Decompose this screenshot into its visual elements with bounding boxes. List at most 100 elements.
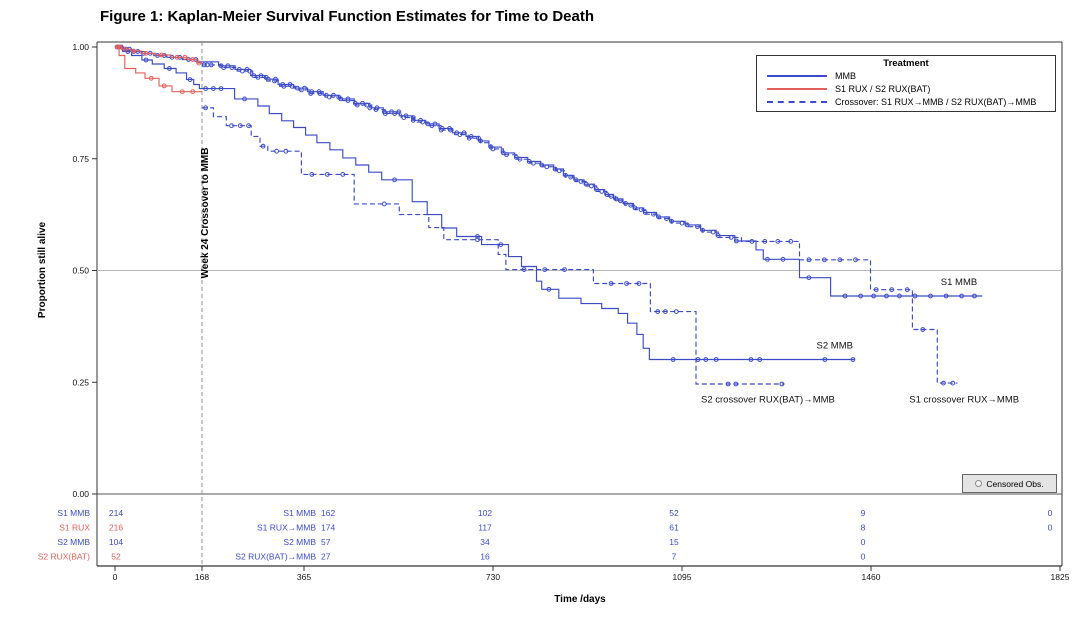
censor-mark <box>225 63 231 69</box>
legend-entry-crossover: Crossover: S1 RUX→MMB / S2 RUX(BAT)→MMB <box>757 95 1055 108</box>
censor-mark <box>229 123 234 129</box>
censor-mark <box>734 238 739 244</box>
censor-mark <box>115 44 120 50</box>
x-tick-label: 1460 <box>862 572 881 582</box>
at-risk-value: 8 <box>861 523 866 533</box>
censor-mark <box>274 148 280 154</box>
censor-mark <box>871 293 876 299</box>
legend-box: Treatment MMB S1 RUX / S2 RUX(BAT) Cross… <box>756 55 1056 112</box>
censor-mark <box>280 82 286 87</box>
censor-mark <box>889 287 895 293</box>
censor-mark <box>713 357 719 362</box>
censor-mark <box>454 130 460 136</box>
censor-mark <box>757 357 763 362</box>
censor-mark <box>594 187 599 193</box>
censor-mark <box>780 256 786 262</box>
censor-mark <box>573 177 579 183</box>
censor-mark <box>498 242 504 248</box>
censor-mark <box>972 293 977 299</box>
censor-mark <box>762 239 768 244</box>
censor-mark <box>858 293 863 299</box>
censor-mark <box>246 123 252 129</box>
censor-mark <box>526 159 532 164</box>
censor-mark <box>143 57 149 63</box>
at-risk-value: 7 <box>672 552 677 562</box>
censor-mark <box>670 357 676 362</box>
censor-mark <box>242 96 247 102</box>
km-curve-s1-rux <box>115 46 202 64</box>
censor-mark <box>381 201 387 207</box>
censor-mark <box>190 89 196 95</box>
censor-mark <box>392 177 398 183</box>
censor-mark <box>190 57 196 62</box>
censor-mark <box>403 113 409 119</box>
censor-mark <box>950 380 956 386</box>
censored-obs-box: Censored Obs. <box>962 474 1057 493</box>
curve-annotation: S1 crossover RUX→MMB <box>909 394 1019 405</box>
censor-mark <box>884 293 889 299</box>
at-risk-value: 15 <box>669 537 679 547</box>
censor-mark <box>309 172 315 177</box>
censor-mark <box>161 83 167 89</box>
censor-mark <box>806 257 812 263</box>
censor-mark <box>733 381 739 387</box>
y-tick-label: 0.50 <box>72 266 89 276</box>
at-risk-value: 27 <box>321 552 331 562</box>
at-risk-value: 162 <box>321 508 335 518</box>
censor-mark <box>850 357 856 362</box>
x-tick-label: 1825 <box>1051 572 1070 582</box>
censor-mark <box>624 281 629 286</box>
censor-mark <box>941 380 946 386</box>
censor-mark <box>316 89 322 95</box>
censor-mark <box>324 172 330 177</box>
censor-mark <box>684 222 690 228</box>
censor-mark <box>636 281 642 286</box>
censor-mark <box>338 96 344 102</box>
censor-mark <box>203 105 209 111</box>
censor-mark <box>608 281 614 286</box>
at-risk-value: 16 <box>480 552 490 562</box>
censored-marker-icon <box>975 480 983 487</box>
censor-mark <box>695 357 701 362</box>
y-tick-label: 0.00 <box>72 489 89 499</box>
at-risk-value: 117 <box>478 523 492 533</box>
censor-mark <box>542 267 548 273</box>
at-risk-value: 216 <box>109 523 123 533</box>
censor-mark <box>632 205 638 211</box>
censor-mark <box>715 233 721 239</box>
censor-mark <box>425 121 431 127</box>
censor-mark <box>410 117 416 123</box>
censor-mark <box>323 92 329 98</box>
at-risk-value: 102 <box>478 508 492 518</box>
censor-mark <box>244 67 250 72</box>
censor-mark <box>203 86 209 91</box>
censor-mark <box>167 66 172 71</box>
legend-entry-label: MMB <box>835 70 856 81</box>
at-risk-mid-label: S1 MMB <box>283 508 316 518</box>
censor-mark <box>703 357 709 362</box>
censor-mark <box>159 52 165 58</box>
at-risk-value: 52 <box>111 552 121 562</box>
censor-mark <box>562 267 567 273</box>
censor-mark <box>211 86 216 91</box>
censor-mark <box>700 227 706 233</box>
censor-mark <box>806 275 812 281</box>
y-tick-label: 1.00 <box>72 42 89 52</box>
censor-mark <box>853 257 858 263</box>
censor-mark <box>187 77 193 82</box>
censor-mark <box>837 257 843 263</box>
censor-mark <box>779 381 785 387</box>
km-curve-s2-rux-bat- <box>115 46 202 93</box>
censor-mark <box>148 75 154 81</box>
curve-annotation: S2 crossover RUX(BAT)→MMB <box>701 394 835 405</box>
censor-mark <box>360 100 365 106</box>
at-risk-value: 174 <box>321 523 335 533</box>
at-risk-row-label: S1 RUX <box>59 523 90 533</box>
legend-entry-label: S1 RUX / S2 RUX(BAT) <box>835 83 931 94</box>
censor-mark <box>552 166 558 172</box>
legend-entry-label: Crossover: S1 RUX→MMB / S2 RUX(BAT)→MMB <box>835 96 1037 107</box>
legend-entry-mmb: MMB <box>757 69 1055 82</box>
censor-mark <box>959 293 964 299</box>
censor-mark <box>583 181 589 187</box>
